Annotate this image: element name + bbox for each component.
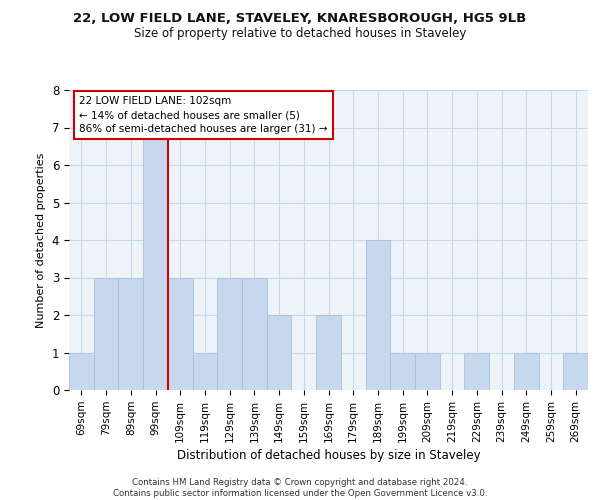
Bar <box>143 128 168 390</box>
Bar <box>168 278 193 390</box>
Bar <box>415 352 440 390</box>
Bar <box>94 278 118 390</box>
X-axis label: Distribution of detached houses by size in Staveley: Distribution of detached houses by size … <box>176 449 481 462</box>
Bar <box>390 352 415 390</box>
Bar <box>365 240 390 390</box>
Y-axis label: Number of detached properties: Number of detached properties <box>36 152 46 328</box>
Bar <box>118 278 143 390</box>
Bar <box>464 352 489 390</box>
Bar <box>267 315 292 390</box>
Text: Contains HM Land Registry data © Crown copyright and database right 2024.
Contai: Contains HM Land Registry data © Crown c… <box>113 478 487 498</box>
Bar <box>217 278 242 390</box>
Bar <box>514 352 539 390</box>
Bar <box>316 315 341 390</box>
Bar <box>69 352 94 390</box>
Bar <box>193 352 217 390</box>
Text: 22 LOW FIELD LANE: 102sqm
← 14% of detached houses are smaller (5)
86% of semi-d: 22 LOW FIELD LANE: 102sqm ← 14% of detac… <box>79 96 328 134</box>
Text: 22, LOW FIELD LANE, STAVELEY, KNARESBOROUGH, HG5 9LB: 22, LOW FIELD LANE, STAVELEY, KNARESBORO… <box>73 12 527 26</box>
Bar <box>242 278 267 390</box>
Bar <box>563 352 588 390</box>
Text: Size of property relative to detached houses in Staveley: Size of property relative to detached ho… <box>134 28 466 40</box>
